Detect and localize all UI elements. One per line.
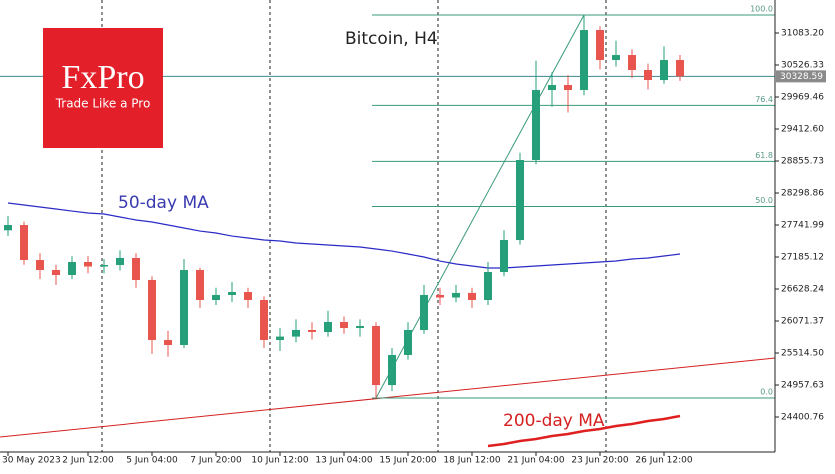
fib-label: 100.0 bbox=[750, 5, 773, 14]
x-tick-label: 15 Jun 20:00 bbox=[379, 456, 436, 466]
candle-body bbox=[548, 85, 556, 91]
candle-body bbox=[468, 292, 476, 300]
x-tick-label: 13 Jun 04:00 bbox=[315, 456, 372, 466]
logo-tagline: Trade Like a Pro bbox=[55, 97, 151, 111]
last-price-label: 30328.59 bbox=[780, 72, 823, 82]
x-tick-label: 2 Jun 12:00 bbox=[62, 456, 114, 466]
candle-body bbox=[308, 329, 316, 332]
candle-body bbox=[164, 339, 172, 345]
y-tick-label: 27741.99 bbox=[781, 221, 824, 231]
candle-body bbox=[276, 336, 284, 340]
x-tick-label: 5 Jun 04:00 bbox=[126, 456, 178, 466]
candle-body bbox=[52, 269, 60, 275]
candle-body bbox=[612, 55, 620, 61]
y-tick-label: 29969.46 bbox=[781, 93, 824, 103]
candle-body bbox=[644, 70, 652, 81]
x-tick-label: 18 Jun 12:00 bbox=[443, 456, 500, 466]
candle-body bbox=[564, 85, 572, 91]
fib-label: 76.4 bbox=[755, 95, 773, 104]
fib-label: 0.0 bbox=[760, 388, 773, 397]
y-tick-label: 24400.76 bbox=[781, 413, 824, 423]
candle-body bbox=[532, 90, 540, 161]
y-tick-label: 31083.20 bbox=[781, 29, 824, 39]
y-tick-label: 28855.73 bbox=[781, 157, 824, 167]
candle-body bbox=[20, 225, 28, 260]
candle-body bbox=[372, 326, 380, 386]
fib-label: 61.8 bbox=[755, 151, 773, 160]
x-tick-label: 23 Jun 20:00 bbox=[571, 456, 628, 466]
fib-label: 50.0 bbox=[755, 196, 773, 205]
logo-box bbox=[43, 28, 163, 148]
candle-body bbox=[500, 239, 508, 273]
candle-body bbox=[404, 329, 412, 355]
candle-body bbox=[68, 262, 76, 275]
ma-line bbox=[7, 202, 681, 269]
candle-body bbox=[196, 269, 204, 300]
candle-body bbox=[676, 60, 684, 77]
y-tick-label: 28298.86 bbox=[781, 189, 824, 199]
y-tick-label: 29412.60 bbox=[781, 125, 824, 135]
candle-body bbox=[212, 294, 220, 300]
y-tick-label: 30526.33 bbox=[781, 61, 824, 71]
x-tick-label: 10 Jun 12:00 bbox=[251, 456, 308, 466]
candle-body bbox=[580, 30, 588, 91]
candle-body bbox=[388, 354, 396, 386]
candle-body bbox=[356, 326, 364, 329]
candle-body bbox=[340, 321, 348, 329]
last-price-box bbox=[776, 70, 826, 83]
candle-body bbox=[84, 262, 92, 267]
candle-body bbox=[244, 292, 252, 300]
candle-body bbox=[596, 30, 604, 61]
candle-body bbox=[436, 294, 444, 298]
x-tick-label: 30 May 2023 bbox=[2, 456, 61, 466]
x-tick-label: 7 Jun 20:00 bbox=[190, 456, 242, 466]
ma-line bbox=[487, 414, 681, 448]
y-tick-label: 26628.24 bbox=[781, 285, 824, 295]
plot: 100.0 76.4 61.8 50.0 0.0 bbox=[0, 5, 775, 448]
chart-title: Bitcoin, H4 bbox=[345, 29, 438, 49]
y-tick-label: 26071.37 bbox=[781, 317, 824, 327]
candle-body bbox=[628, 55, 636, 71]
candle-body bbox=[4, 225, 12, 231]
candle-body bbox=[516, 160, 524, 240]
x-tick-label: 21 Jun 04:00 bbox=[507, 456, 564, 466]
ma50-label: 50-day MA bbox=[118, 193, 209, 213]
candle-body bbox=[420, 294, 428, 330]
candle-body bbox=[180, 269, 188, 345]
trendline bbox=[0, 357, 776, 438]
ma200-label: 200-day MA bbox=[503, 411, 605, 431]
candle-body bbox=[452, 292, 460, 298]
candle-body bbox=[132, 257, 140, 280]
candle-body bbox=[116, 257, 124, 265]
candle-body bbox=[36, 259, 44, 270]
logo-name: FxPro bbox=[61, 59, 144, 96]
candle-body bbox=[100, 264, 108, 267]
candle-body bbox=[148, 279, 156, 340]
y-tick-label: 25514.50 bbox=[781, 349, 824, 359]
candle-body bbox=[228, 292, 236, 295]
candle-body bbox=[484, 272, 492, 300]
candle-body bbox=[292, 329, 300, 337]
y-tick-label: 24957.63 bbox=[781, 381, 824, 391]
candle-body bbox=[324, 321, 332, 332]
x-tick-label: 26 Jun 12:00 bbox=[635, 456, 692, 466]
candle-body bbox=[260, 299, 268, 340]
candle-body bbox=[660, 60, 668, 81]
y-tick-label: 27185.12 bbox=[781, 253, 824, 263]
